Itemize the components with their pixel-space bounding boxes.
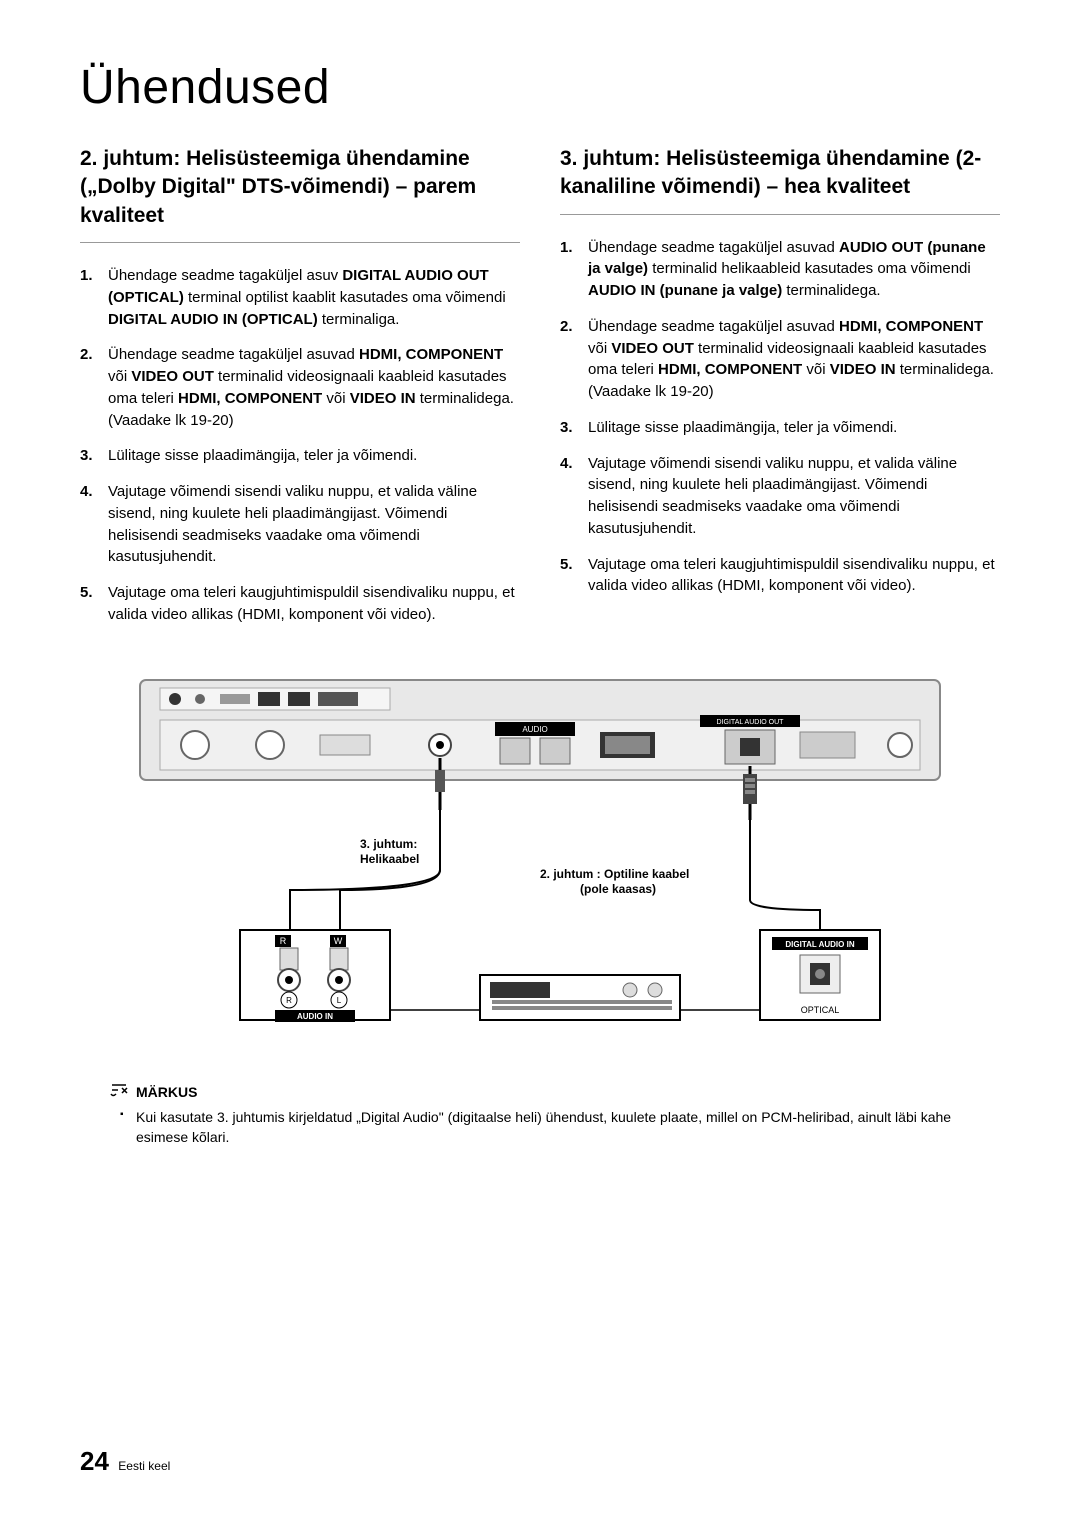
page-title: Ühendused — [80, 60, 1000, 115]
two-column-layout: 2. juhtum: Helisüsteemiga ühendamine („D… — [80, 145, 1000, 640]
optical-label: OPTICAL — [801, 1005, 840, 1015]
left-step-3: Lülitage sisse plaadimängija, teler ja v… — [80, 445, 520, 467]
left-step-2: Ühendage seadme tagaküljel asuvad HDMI, … — [80, 344, 520, 431]
digital-out-label: DIGITAL AUDIO OUT — [717, 719, 785, 726]
note-block: MÄRKUS Kui kasutate 3. juhtumis kirjelda… — [80, 1083, 1000, 1148]
right-step-2: Ühendage seadme tagaküljel asuvad HDMI, … — [560, 316, 1000, 403]
left-step-1: Ühendage seadme tagaküljel asuv DIGITAL … — [80, 265, 520, 330]
w-label: W — [334, 936, 343, 946]
audio-label: AUDIO — [522, 725, 547, 734]
right-step-1: Ühendage seadme tagaküljel asuvad AUDIO … — [560, 237, 1000, 302]
right-heading: 3. juhtum: Helisüsteemiga ühendamine (2-… — [560, 145, 1000, 215]
l-label: L — [337, 996, 342, 1005]
page-footer: 24 Eesti keel — [80, 1446, 170, 1477]
r2-label: R — [286, 996, 292, 1005]
right-step-5: Vajutage oma teleri kaugjuhtimispuldil s… — [560, 554, 1000, 598]
left-steps: Ühendage seadme tagaküljel asuv DIGITAL … — [80, 265, 520, 626]
left-column: 2. juhtum: Helisüsteemiga ühendamine („D… — [80, 145, 520, 640]
note-heading: MÄRKUS — [110, 1083, 1000, 1103]
diagram-svg: AUDIO DIGITAL AUDIO OUT — [100, 670, 980, 1050]
connection-diagram: AUDIO DIGITAL AUDIO OUT — [80, 670, 1000, 1055]
right-steps: Ühendage seadme tagaküljel asuvad AUDIO … — [560, 237, 1000, 598]
r-label: R — [280, 936, 287, 946]
left-step-5: Vajutage oma teleri kaugjuhtimispuldil s… — [80, 582, 520, 626]
page-number: 24 — [80, 1446, 109, 1476]
note-text: Kui kasutate 3. juhtumis kirjeldatud „Di… — [110, 1108, 1000, 1147]
case3-label-2: Helikaabel — [360, 852, 419, 866]
case2-label-1: 2. juhtum : Optiline kaabel — [540, 867, 689, 881]
case3-label-1: 3. juhtum: — [360, 837, 417, 851]
footer-lang: Eesti keel — [118, 1459, 170, 1473]
audio-in-label: AUDIO IN — [297, 1012, 333, 1021]
note-icon — [110, 1083, 128, 1103]
right-step-3: Lülitage sisse plaadimängija, teler ja v… — [560, 417, 1000, 439]
case2-label-2: (pole kaasas) — [580, 882, 656, 896]
left-step-4: Vajutage võimendi sisendi valiku nuppu, … — [80, 481, 520, 568]
right-step-4: Vajutage võimendi sisendi valiku nuppu, … — [560, 453, 1000, 540]
right-column: 3. juhtum: Helisüsteemiga ühendamine (2-… — [560, 145, 1000, 640]
left-heading: 2. juhtum: Helisüsteemiga ühendamine („D… — [80, 145, 520, 243]
digital-in-label: DIGITAL AUDIO IN — [785, 940, 854, 949]
